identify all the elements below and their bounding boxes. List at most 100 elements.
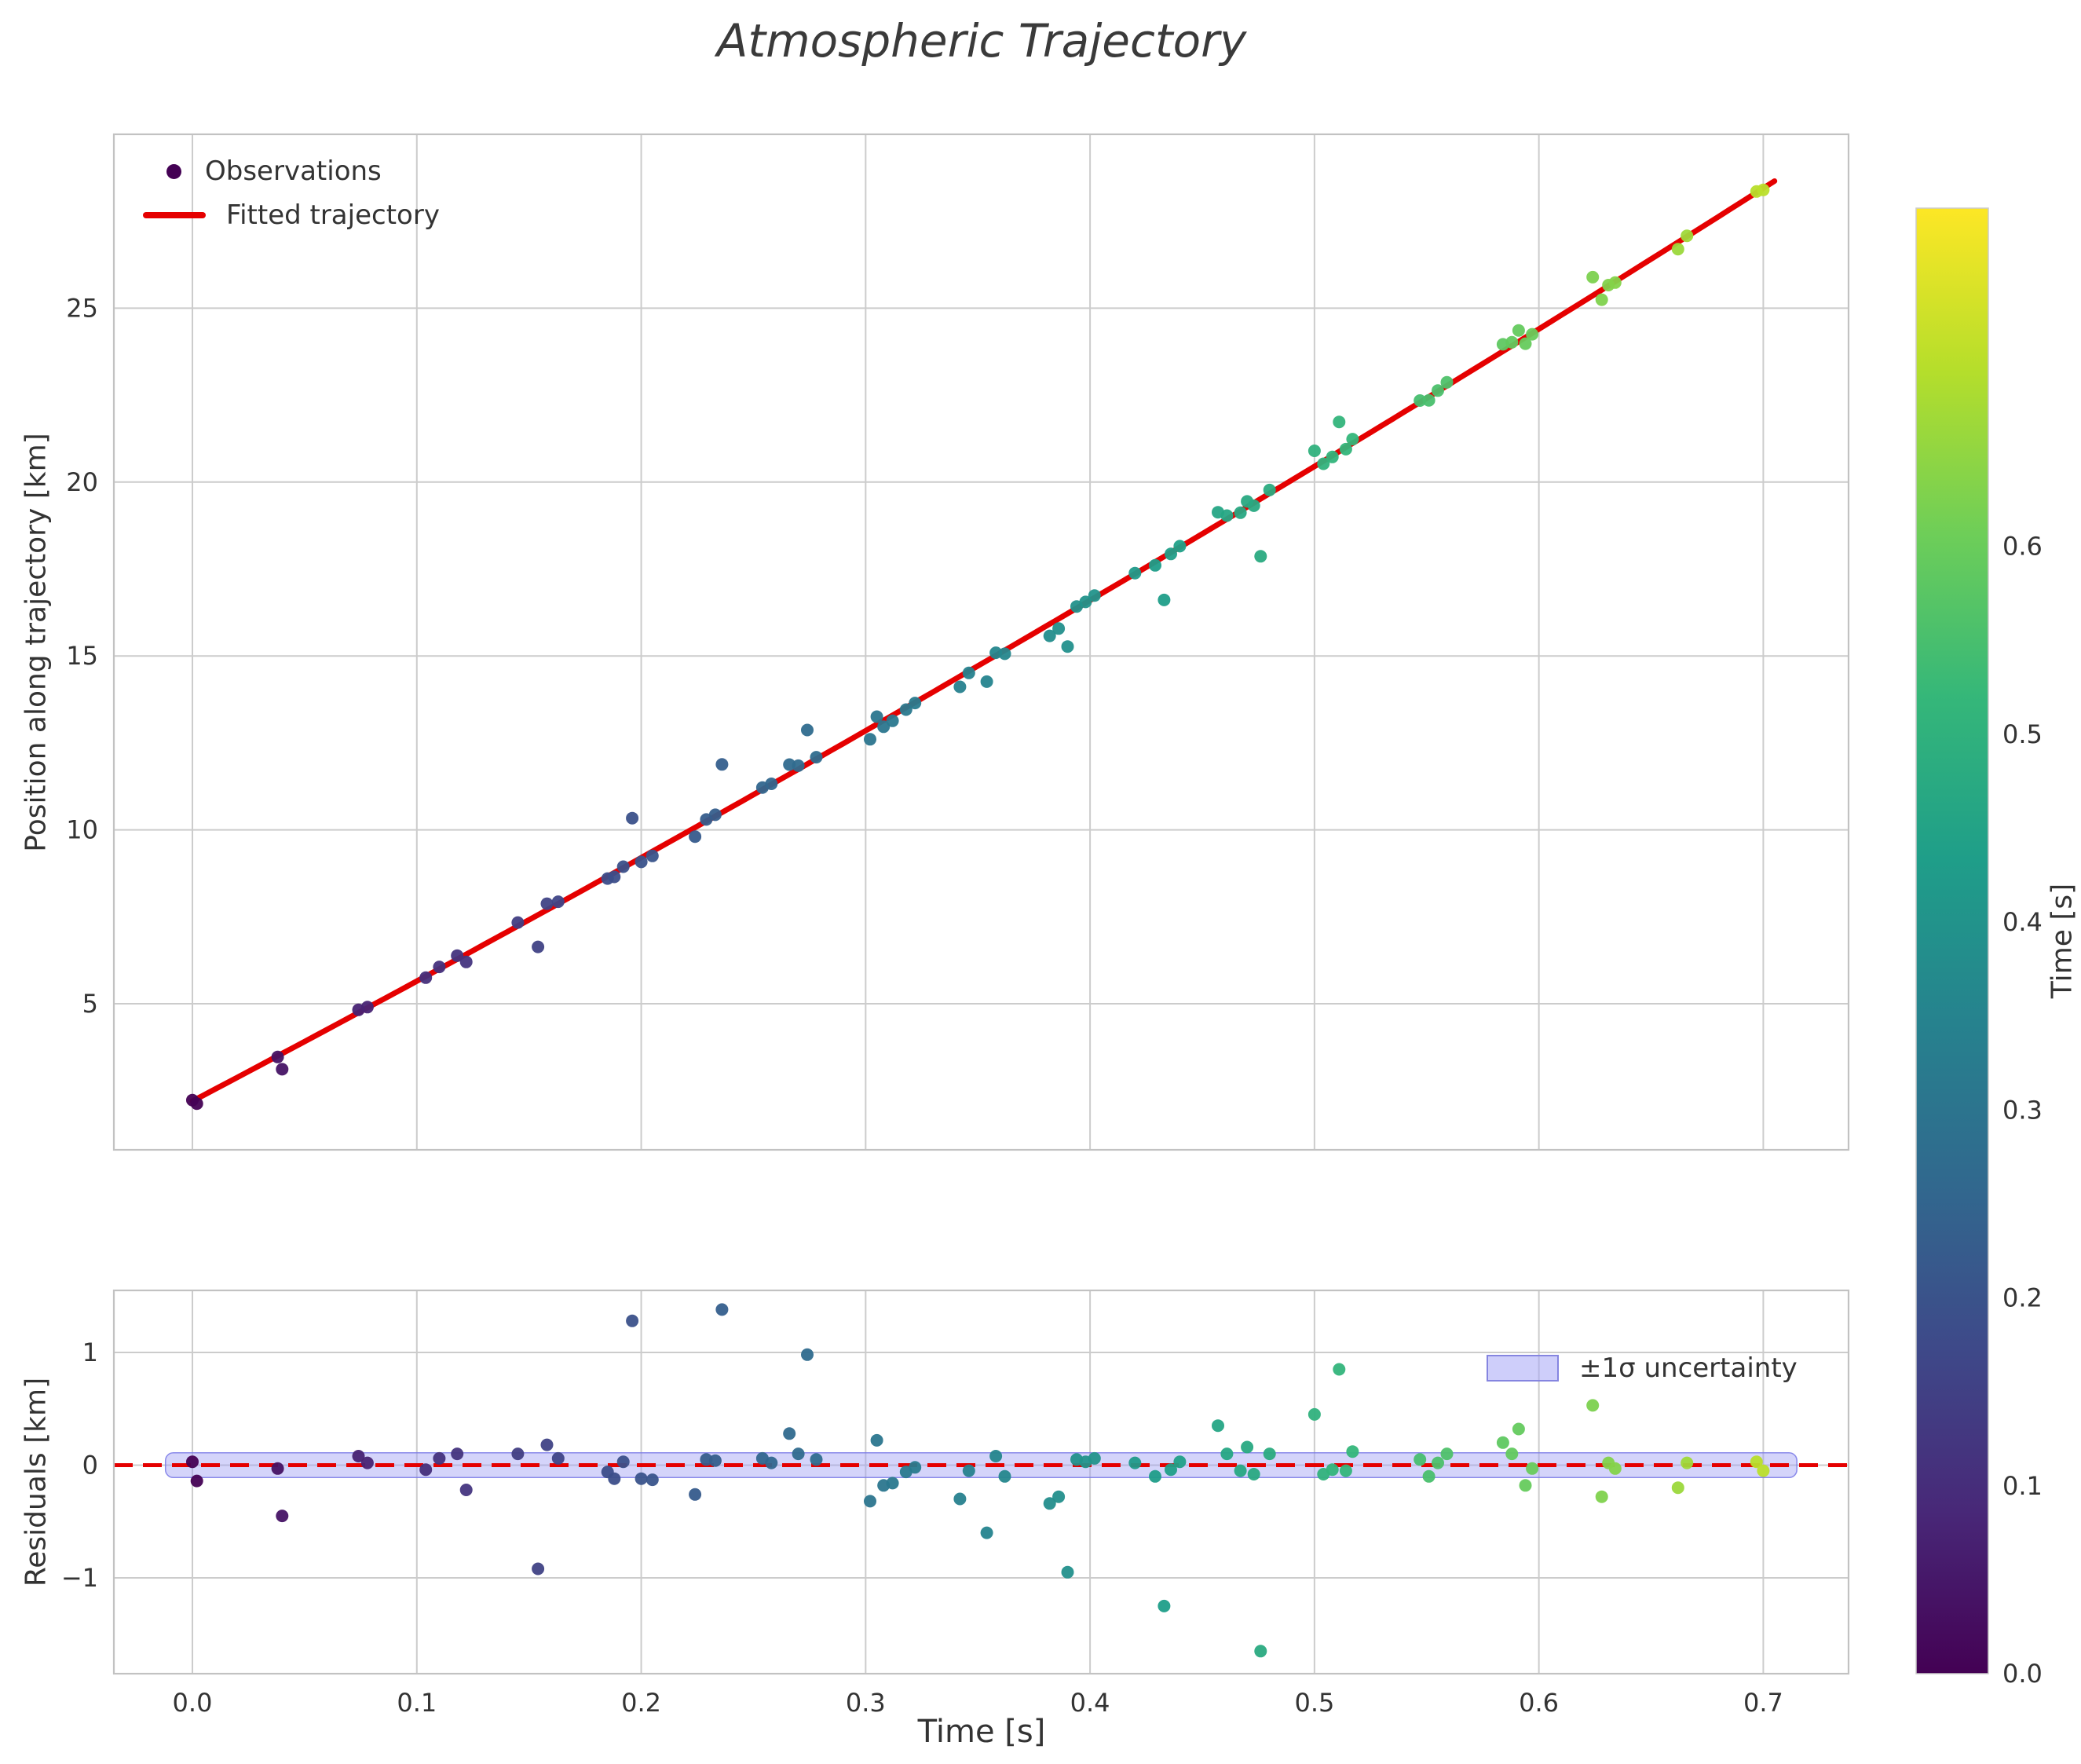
observation-point — [1526, 328, 1539, 341]
tick-label: 0.6 — [2002, 532, 2043, 562]
observation-point — [646, 849, 659, 862]
residual-point — [1263, 1447, 1276, 1461]
observation-point — [810, 751, 823, 764]
legend-label: Observations — [205, 156, 382, 187]
residual-point — [810, 1453, 823, 1466]
tick-label: −1 — [61, 1563, 98, 1593]
main-legend: Observations Fitted trajectory — [143, 156, 440, 231]
residual-point — [715, 1303, 729, 1316]
residual-point — [271, 1462, 284, 1475]
observation-point — [608, 870, 621, 884]
residual-point — [1247, 1468, 1260, 1480]
observation-point — [1339, 442, 1352, 456]
observation-point — [1414, 394, 1427, 407]
residual-point — [708, 1454, 722, 1467]
tick-label: 0 — [82, 1450, 98, 1480]
observation-point — [1326, 450, 1339, 463]
residual-point — [1414, 1453, 1427, 1466]
observation-point — [1519, 337, 1532, 350]
residual-point — [765, 1456, 778, 1469]
x-axis-label: Time [s] — [917, 1714, 1046, 1750]
residual-point — [360, 1456, 374, 1469]
residual-scatter — [186, 1303, 1770, 1658]
observation-point — [1234, 506, 1247, 519]
residual-axes: −1 0 1 0.0 0.1 0.2 0.3 0.4 0.5 0.6 0.7 — [61, 1289, 1850, 1718]
residual-point — [1432, 1456, 1444, 1469]
residual-point — [1505, 1447, 1519, 1461]
axes-frame — [112, 1289, 1850, 1675]
residual-point — [1220, 1447, 1234, 1461]
legend-entry-observations: Observations — [143, 156, 440, 187]
residual-point — [1526, 1462, 1539, 1475]
observation-point — [877, 720, 891, 734]
observation-point — [433, 961, 446, 974]
residual-point — [608, 1472, 621, 1485]
legend-entry-fitted-trajectory: Fitted trajectory — [143, 199, 440, 231]
observation-point — [419, 971, 433, 984]
observation-point — [1505, 335, 1519, 349]
axes-background — [114, 1290, 1849, 1674]
tick-label: 0.5 — [1294, 1688, 1334, 1718]
observation-point — [689, 830, 702, 844]
residual-point — [998, 1469, 1011, 1483]
residual-point — [459, 1484, 473, 1496]
residual-point — [186, 1455, 199, 1469]
residual-point — [190, 1474, 203, 1488]
residual-point — [1422, 1469, 1435, 1483]
observation-point — [616, 860, 630, 873]
observation-point — [1333, 415, 1346, 429]
colorbar-label: Time [s] — [2046, 883, 2079, 999]
residual-point — [1212, 1419, 1224, 1433]
main-y-axis-label: Position along trajectory [km] — [20, 433, 53, 852]
observation-point — [1512, 324, 1525, 337]
uncertainty-band — [164, 1451, 1798, 1479]
residual-point — [870, 1433, 883, 1447]
tick-label: 0.1 — [397, 1688, 437, 1718]
residual-point — [1052, 1490, 1066, 1503]
tick-label: 0.4 — [2002, 907, 2043, 937]
observation-point — [1247, 499, 1260, 512]
residual-y-axis-label: Residuals [km] — [20, 1377, 53, 1587]
residual-point — [1307, 1407, 1321, 1421]
residual-point — [1234, 1464, 1247, 1477]
tick-label: 10 — [66, 815, 98, 845]
observation-point — [1681, 229, 1694, 243]
observation-point — [511, 916, 525, 929]
tick-label: 0.3 — [2002, 1095, 2043, 1125]
gridlines — [114, 1290, 1849, 1674]
tick-label: 20 — [66, 467, 98, 497]
residual-point — [532, 1562, 545, 1576]
tick-label: 0.1 — [2002, 1471, 2043, 1501]
axes-background — [114, 134, 1849, 1150]
observation-point — [1440, 375, 1454, 389]
observation-point — [792, 759, 805, 772]
residual-point — [1519, 1479, 1532, 1492]
observation-point — [190, 1097, 203, 1111]
observation-point — [626, 811, 639, 825]
observation-point — [1608, 276, 1622, 289]
observation-point — [360, 1001, 374, 1014]
tick-label: 0.4 — [1070, 1688, 1110, 1718]
observation-point — [551, 895, 565, 909]
observation-point — [276, 1063, 289, 1076]
main-scatter — [186, 183, 1770, 1111]
tick-label: 0.6 — [1519, 1688, 1559, 1718]
residual-point — [1173, 1455, 1187, 1469]
tick-label: 0.3 — [846, 1688, 886, 1718]
residual-point — [801, 1348, 814, 1361]
observation-point — [1165, 547, 1177, 561]
residual-point — [1512, 1422, 1525, 1436]
residual-point — [909, 1461, 922, 1474]
residual-point — [616, 1455, 630, 1469]
residual-point — [646, 1473, 659, 1487]
residual-point — [1608, 1462, 1622, 1475]
tick-label: 15 — [66, 641, 98, 671]
observation-point — [1595, 293, 1608, 306]
observation-point — [801, 723, 814, 737]
residual-point — [635, 1472, 648, 1485]
residual-point — [540, 1438, 554, 1451]
observation-point — [1052, 622, 1066, 635]
residual-point — [1586, 1399, 1600, 1412]
observation-point — [1149, 558, 1161, 572]
residual-point — [352, 1450, 365, 1462]
